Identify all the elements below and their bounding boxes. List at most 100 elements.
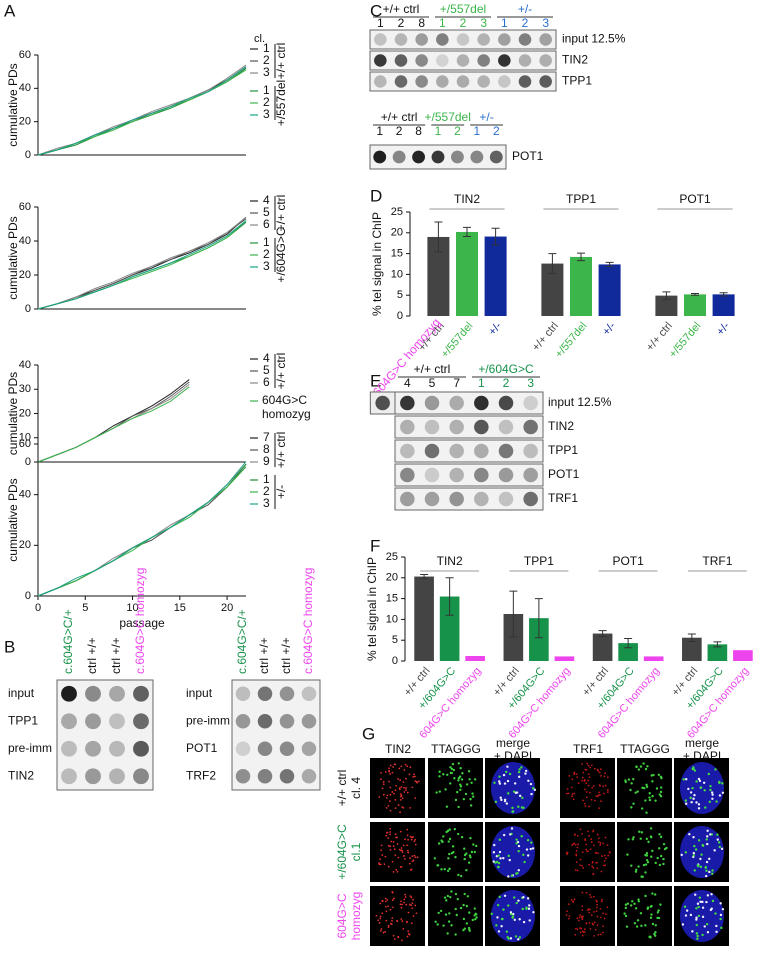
legend-label: 2 bbox=[263, 484, 270, 498]
foci bbox=[587, 784, 590, 787]
foci bbox=[568, 774, 571, 777]
foci bbox=[577, 919, 580, 922]
foci bbox=[442, 924, 445, 927]
foci bbox=[640, 807, 644, 810]
nucleus bbox=[491, 826, 535, 878]
foci bbox=[662, 842, 666, 846]
foci bbox=[443, 896, 447, 899]
legend-label: 7 bbox=[263, 430, 270, 444]
foci bbox=[447, 920, 451, 923]
foci bbox=[588, 805, 590, 808]
foci bbox=[656, 856, 659, 860]
foci bbox=[593, 921, 596, 924]
foci bbox=[508, 858, 511, 862]
foci bbox=[414, 843, 417, 846]
foci bbox=[518, 794, 522, 798]
foci bbox=[515, 901, 518, 905]
blot-dot bbox=[449, 491, 464, 507]
foci bbox=[379, 863, 382, 866]
foci bbox=[604, 772, 607, 775]
foci bbox=[582, 915, 584, 918]
foci bbox=[449, 766, 452, 769]
foci bbox=[701, 915, 705, 919]
foci bbox=[457, 832, 460, 836]
lane-label: 2 bbox=[503, 376, 510, 390]
foci bbox=[465, 869, 468, 872]
foci bbox=[599, 841, 602, 844]
foci bbox=[592, 872, 595, 875]
blot-dot bbox=[301, 768, 317, 784]
foci bbox=[635, 925, 639, 928]
foci bbox=[406, 791, 409, 794]
foci bbox=[389, 831, 392, 833]
bar bbox=[733, 650, 753, 661]
foci bbox=[400, 765, 403, 768]
foci bbox=[404, 896, 407, 898]
foci bbox=[657, 773, 661, 776]
row-label: TIN2 bbox=[8, 768, 34, 782]
foci bbox=[494, 800, 498, 804]
foci bbox=[586, 909, 589, 912]
foci bbox=[526, 854, 530, 857]
foci bbox=[565, 792, 568, 795]
foci bbox=[695, 923, 699, 927]
foci bbox=[391, 791, 394, 793]
y-tick-label: 15 bbox=[386, 593, 398, 605]
foci bbox=[597, 933, 600, 936]
legend-label: 1 bbox=[263, 235, 270, 249]
blot-dot bbox=[109, 713, 125, 730]
foci bbox=[687, 787, 690, 791]
foci bbox=[394, 763, 397, 766]
foci bbox=[442, 835, 445, 838]
foci bbox=[414, 780, 417, 783]
foci bbox=[584, 805, 587, 807]
foci bbox=[606, 844, 609, 847]
foci bbox=[721, 782, 724, 785]
foci bbox=[520, 835, 523, 838]
y-axis-label: cumulative PDs bbox=[6, 63, 20, 146]
foci bbox=[405, 903, 408, 906]
row-label: TRF2 bbox=[186, 768, 216, 782]
foci bbox=[567, 917, 570, 920]
foci bbox=[655, 787, 659, 790]
foci bbox=[530, 792, 533, 796]
foci bbox=[718, 845, 721, 849]
lane-label: 4 bbox=[404, 376, 411, 390]
blot-dot bbox=[474, 467, 489, 483]
y-tick-label: 20 bbox=[19, 116, 31, 128]
foci bbox=[397, 804, 400, 806]
column-label-line: merge bbox=[496, 736, 530, 750]
foci bbox=[579, 864, 582, 867]
legend-group: 604G>C homozyg bbox=[262, 393, 311, 421]
bar bbox=[484, 236, 507, 316]
foci bbox=[575, 853, 578, 856]
foci bbox=[635, 868, 638, 871]
foci bbox=[592, 830, 594, 833]
foci bbox=[401, 939, 403, 942]
foci bbox=[603, 917, 606, 920]
foci bbox=[379, 915, 382, 918]
foci bbox=[607, 854, 610, 857]
foci bbox=[389, 833, 391, 836]
foci bbox=[502, 856, 505, 860]
foci bbox=[401, 849, 404, 852]
foci bbox=[588, 911, 591, 914]
foci bbox=[398, 767, 401, 770]
foci bbox=[709, 788, 712, 792]
foci bbox=[517, 844, 521, 848]
foci bbox=[711, 797, 714, 800]
foci bbox=[692, 851, 696, 855]
foci bbox=[576, 835, 579, 837]
foci bbox=[646, 906, 650, 909]
x-tick-label: 20 bbox=[221, 602, 233, 614]
column-label: ctrl +/+ bbox=[279, 637, 293, 674]
foci bbox=[695, 801, 698, 804]
foci bbox=[396, 870, 399, 873]
error-bar bbox=[509, 590, 518, 638]
foci bbox=[402, 927, 405, 930]
foci bbox=[693, 844, 696, 848]
foci bbox=[713, 849, 716, 852]
foci bbox=[465, 904, 469, 908]
foci bbox=[596, 915, 599, 918]
foci bbox=[571, 844, 574, 846]
